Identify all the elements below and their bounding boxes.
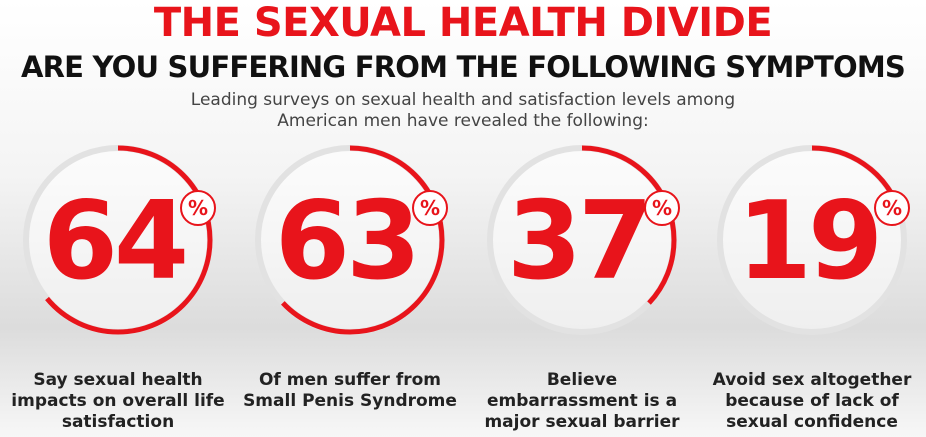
stat-value: 63 <box>275 179 417 304</box>
stat-value: 37 <box>507 179 649 304</box>
subtitle: ARE YOU SUFFERING FROM THE FOLLOWING SYM… <box>21 50 906 84</box>
percent-badge <box>412 190 448 226</box>
percent-sign: % <box>188 196 208 220</box>
ring-arc <box>717 145 907 335</box>
percent-sign: % <box>420 196 440 220</box>
percent-badge <box>644 190 680 226</box>
percent-badge <box>874 190 910 226</box>
ring-arc <box>23 145 213 335</box>
percent-badge <box>180 190 216 226</box>
intro: Leading surveys on sexual health and sat… <box>190 90 736 131</box>
ring-arc <box>487 145 677 335</box>
stat-caption: Of men suffer from Small Penis Syndrome <box>243 370 457 411</box>
stat-value: 19 <box>737 179 879 304</box>
stat-caption: Believe embarrassment is a major sexual … <box>484 370 680 432</box>
percent-sign: % <box>652 196 672 220</box>
ring-arc <box>255 145 445 335</box>
stat-rings: 64% 63% 37% 19% <box>23 145 910 335</box>
percent-sign: % <box>882 196 902 220</box>
stat-value: 64 <box>43 179 185 304</box>
title: THE SEXUAL HEALTH DIVIDE <box>153 0 773 46</box>
stat-caption: Say sexual health impacts on overall lif… <box>11 370 225 432</box>
stat-caption: Avoid sex altogether because of lack of … <box>712 370 912 432</box>
